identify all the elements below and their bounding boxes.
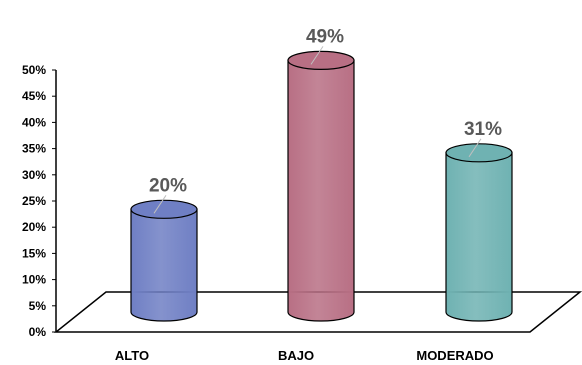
y-tick-label: 10% [22, 273, 46, 287]
y-tick-label: 5% [29, 299, 47, 313]
bar-top [445, 143, 513, 163]
y-tick-label: 50% [22, 63, 46, 77]
data-label: 31% [464, 119, 502, 140]
bar-body [130, 208, 198, 322]
y-tick-label: 40% [22, 115, 46, 129]
bar-moderado [445, 143, 513, 322]
data-label-leader [153, 195, 167, 214]
labels-layer: 20% ALTO 49% BAJO 31% MODERADO [115, 26, 502, 363]
y-tick-label: 20% [22, 220, 46, 234]
y-tick-label: 35% [22, 142, 46, 156]
category-label: MODERADO [416, 348, 493, 363]
bar-top [130, 199, 198, 219]
data-label-leader [310, 46, 324, 65]
y-tick-label: 25% [22, 194, 46, 208]
data-label: 49% [306, 26, 344, 47]
axis-layer: 0% 5% 10% 15% 20% 25% 30% 35% 40% 45% 50% [22, 63, 57, 339]
data-label-leader [468, 138, 482, 158]
y-tick-label: 15% [22, 246, 46, 260]
bar-body [287, 59, 355, 322]
y-tick-label: 30% [22, 168, 46, 182]
y-tick-label: 0% [29, 325, 47, 339]
bars-layer [130, 50, 513, 322]
y-tick-label: 45% [22, 89, 46, 103]
bar-top [287, 50, 355, 70]
bar-alto [130, 199, 198, 322]
bar-bajo [287, 50, 355, 322]
bar-body [445, 152, 513, 322]
category-label: BAJO [278, 348, 314, 363]
data-label: 20% [149, 175, 187, 196]
category-label: ALTO [115, 348, 149, 363]
